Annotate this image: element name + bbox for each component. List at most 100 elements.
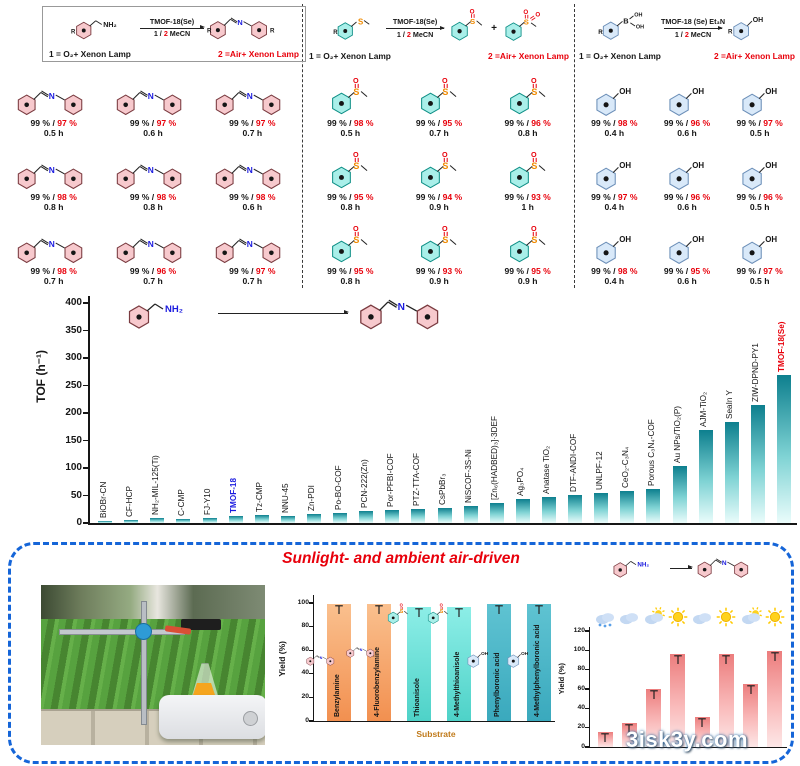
substrate-structure: OH [465, 647, 491, 674]
bar [743, 684, 759, 747]
imine-glyph: N [17, 164, 82, 190]
plus-sign: + [491, 23, 497, 34]
reaction-time: 0.8 h [143, 202, 163, 212]
y-tick-label: 40 [577, 703, 585, 711]
bar-label: TMOF-18 [229, 478, 239, 514]
svg-text:OH: OH [634, 13, 642, 19]
photo-stirrer-knob [243, 711, 258, 726]
boronic-acid-glyph: R B OH OH [598, 13, 644, 40]
imine-glyph: N [360, 299, 439, 330]
y-tick-label: 0 [581, 742, 585, 750]
bar [646, 689, 662, 747]
bar [767, 651, 783, 747]
bar [98, 521, 113, 523]
bar [594, 492, 609, 523]
yield-y-axis-label: Yield (%) [277, 641, 287, 677]
sulfoxide-product-entry: S O 99 % / 95 % 0.9 h [483, 214, 572, 288]
rain-icon [594, 607, 616, 633]
bar-label: Zn-PDI [307, 485, 317, 512]
imine-structure: N R R [207, 9, 277, 47]
y-tick [309, 602, 313, 604]
y-tick-label: 60 [301, 645, 309, 653]
substrate-structure: N [305, 651, 339, 672]
bar [694, 717, 710, 747]
benzylamine-glyph: NH₂ [613, 560, 649, 578]
sulfoxide-product-entry: S O 99 % / 94 % 0.9 h [395, 140, 484, 214]
bar-label: CsPbBr₃ [438, 473, 447, 505]
error-bar [413, 604, 425, 622]
yield-values: 99 % / 98 % [229, 192, 276, 202]
bar [489, 502, 504, 523]
error-bar [533, 601, 545, 619]
sulfoxide-product-entry: S O 99 % / 95 % 0.8 h [306, 214, 395, 288]
arrow-line [140, 25, 205, 30]
yield-values: 99 % / 93 % [504, 192, 551, 202]
reaction-time: 0.5 h [749, 276, 770, 286]
phenol-glyph: OH [669, 87, 704, 116]
x-axis [313, 721, 555, 723]
reaction-time: 0.7 h [43, 276, 64, 286]
benzylamine-structure: R NH₂ [71, 10, 137, 47]
error-bar [333, 601, 345, 619]
phenol-glyph: OH [669, 235, 704, 264]
bar-label: NNU-45 [281, 483, 291, 514]
phenol-glyph: OH [669, 161, 704, 190]
svg-text:S: S [400, 609, 404, 615]
solvent-label: 1 / 2 MeCN [153, 29, 191, 38]
substrate-yield-chart: Yield (%) Substrate 0 20 40 60 80 100 Benzylam… [269, 589, 555, 757]
svg-text:OH: OH [692, 87, 704, 96]
bar [385, 509, 400, 523]
reaction-time: 0.8 h [340, 276, 361, 286]
y-tick-label: 350 [65, 324, 82, 336]
svg-text:O: O [442, 151, 448, 159]
sulfoxide-product-entry: S O 99 % / 93 % 1 h [483, 140, 572, 214]
y-tick [83, 494, 88, 497]
svg-text:O: O [400, 603, 403, 607]
bar-label: SeaIn Y [725, 390, 735, 420]
yield-values: 99 % / 95 % [415, 118, 463, 128]
bar-label: FJ-Y10 [203, 488, 212, 516]
phenol-structure: R OH [728, 10, 776, 48]
reaction-time: 1 h [521, 202, 534, 212]
y-tick [585, 707, 589, 709]
phenol-product-entry: OH 99 % / 96 % 0.5 h [723, 140, 796, 214]
phenol-product-entry: OH 99 % / 98 % 0.4 h [578, 66, 651, 140]
imine-product-entry: N 99 % / 97 % 0.5 h [4, 66, 103, 140]
error-bar [373, 601, 385, 619]
sulfoxide-product-entry: S O 99 % / 95 % 0.7 h [395, 66, 484, 140]
bar-label: 4-Methylthioanisole [454, 651, 461, 717]
sulfoxide-glyph: SO [509, 225, 546, 263]
photo-clamp-knob [135, 623, 152, 640]
reaction-time: 0.4 h [604, 276, 625, 286]
y-axis [88, 296, 90, 523]
bar-label: Anatase TiO₂ [542, 445, 552, 494]
bar-label: Thioanisole [414, 678, 421, 717]
reaction-time: 0.7 h [143, 276, 163, 286]
sulfone-glyph: SO O [505, 9, 540, 41]
bar [280, 516, 295, 523]
y-axis [589, 627, 591, 747]
boronic-reaction-scheme: R B OH OH TMOF-18 (Se) Et₃N 1 / 2 MeCN R OH … [576, 8, 798, 61]
svg-text:S: S [531, 235, 537, 245]
yield-values: 99 % / 97 % [736, 266, 783, 276]
yield-values: 99 % / 98 % [30, 192, 77, 202]
yield-values: 99 % / 97 % [129, 118, 177, 128]
svg-text:B: B [623, 17, 629, 26]
imine-glyph: N [17, 238, 82, 264]
imine-glyph: N [216, 238, 281, 264]
bar [750, 404, 765, 523]
bar [620, 491, 635, 523]
reaction-time: 0.8 h [340, 202, 361, 212]
phenol-product-entry: OH 99 % / 98 % 0.4 h [578, 214, 651, 288]
phenol-glyph: OH [596, 87, 632, 116]
phenylboronic-acid-structure: R B OH OH [598, 8, 658, 49]
imine-product-entry: N 99 % / 97 % 0.7 h [203, 214, 302, 288]
y-tick [585, 688, 589, 690]
svg-text:O: O [531, 151, 537, 159]
svg-text:O: O [442, 225, 448, 233]
bar [463, 505, 478, 523]
imine-product-entry: N 99 % / 98 % 0.8 h [4, 140, 103, 214]
x-axis [88, 523, 797, 525]
yield-values: 99 % / 98 % [30, 266, 77, 276]
bar-label: NiSCOF-3S-Ni [464, 449, 474, 503]
